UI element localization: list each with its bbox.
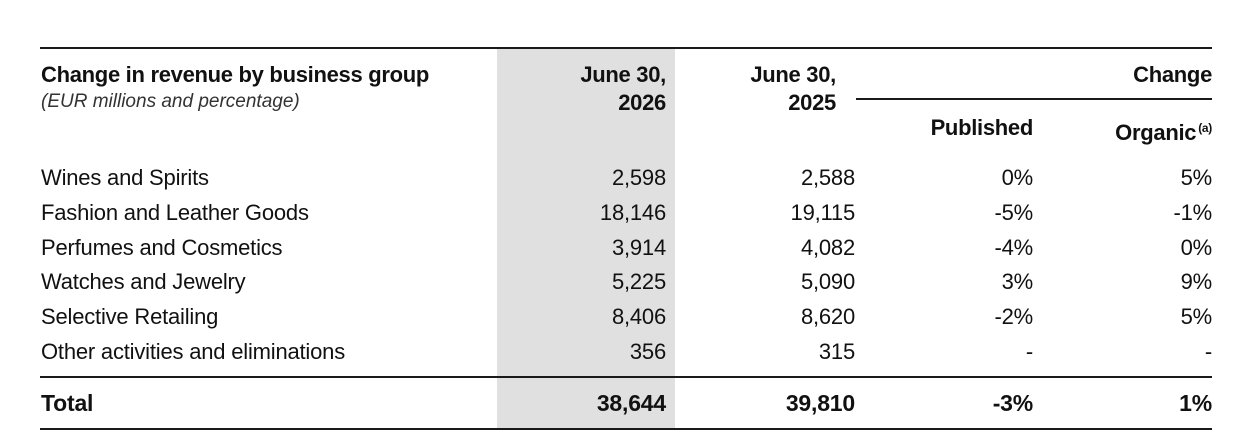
column-header-change: Change bbox=[1133, 62, 1212, 87]
row-label: Wines and Spirits bbox=[41, 165, 209, 190]
cell-2026: 356 bbox=[629, 339, 666, 364]
cell-2026: 2,598 bbox=[611, 165, 666, 190]
cell-2026: 8,406 bbox=[611, 304, 666, 330]
cell-published: - bbox=[1025, 339, 1033, 364]
cell-published: 3% bbox=[1001, 269, 1034, 295]
cell-2025: 19,115 bbox=[790, 199, 856, 225]
column-header-2025-line1: June 30, bbox=[750, 62, 836, 87]
total-published: -3% bbox=[992, 390, 1034, 416]
row-label: Other activities and eliminations bbox=[41, 339, 345, 364]
column-header-published: Published bbox=[930, 115, 1034, 140]
cell-2025: 2,588 bbox=[800, 165, 855, 190]
cell-organic: 5% bbox=[1180, 165, 1213, 190]
table-bottom-rule bbox=[40, 428, 1212, 430]
table-subtitle: (EUR millions and percentage) bbox=[41, 91, 300, 112]
cell-organic: 5% bbox=[1180, 304, 1213, 330]
cell-organic: -1% bbox=[1173, 199, 1212, 225]
column-header-2025: June 30, 2025 bbox=[750, 61, 836, 117]
cell-2025: 315 bbox=[818, 339, 855, 364]
highlight-column-2026 bbox=[497, 48, 675, 430]
total-2025: 39,810 bbox=[785, 390, 855, 416]
organic-footnote-marker: (a) bbox=[1198, 121, 1212, 135]
column-header-2025-line2: 2025 bbox=[788, 90, 836, 115]
cell-2026: 5,225 bbox=[611, 269, 666, 295]
column-header-organic-label: Organic bbox=[1115, 120, 1197, 145]
column-header-2026: June 30, 2026 bbox=[580, 61, 666, 117]
cell-published: -5% bbox=[994, 199, 1033, 225]
row-label: Fashion and Leather Goods bbox=[41, 199, 309, 225]
change-header-rule bbox=[856, 98, 1212, 100]
row-label: Selective Retailing bbox=[41, 304, 219, 330]
cell-2026: 3,914 bbox=[611, 234, 666, 260]
cell-2025: 5,090 bbox=[800, 269, 855, 295]
table-top-rule bbox=[40, 47, 1212, 49]
total-2026: 38,644 bbox=[596, 390, 666, 416]
column-header-organic: Organic (a) bbox=[1115, 114, 1212, 147]
column-header-2026-line2: 2026 bbox=[618, 90, 666, 115]
row-label: Perfumes and Cosmetics bbox=[41, 234, 283, 260]
cell-published: 0% bbox=[1001, 165, 1034, 190]
cell-2025: 8,620 bbox=[800, 304, 855, 330]
cell-2026: 18,146 bbox=[599, 199, 666, 225]
table-title: Change in revenue by business group bbox=[41, 62, 430, 87]
column-header-2026-line1: June 30, bbox=[580, 62, 666, 87]
total-label: Total bbox=[41, 390, 94, 416]
cell-organic: - bbox=[1204, 339, 1212, 364]
row-label: Watches and Jewelry bbox=[41, 269, 246, 295]
cell-2025: 4,082 bbox=[800, 234, 855, 260]
cell-published: -4% bbox=[994, 234, 1033, 260]
cell-organic: 9% bbox=[1180, 269, 1213, 295]
cell-organic: 0% bbox=[1180, 234, 1213, 260]
total-top-rule bbox=[40, 376, 1212, 378]
total-organic: 1% bbox=[1179, 390, 1212, 416]
cell-published: -2% bbox=[994, 304, 1033, 330]
